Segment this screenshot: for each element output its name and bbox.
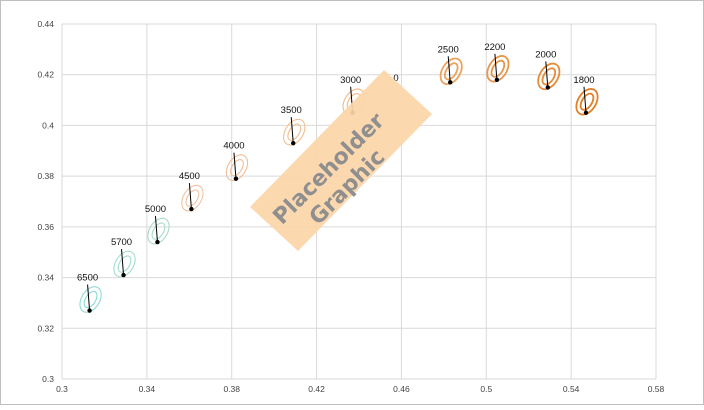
ellipse-outer [181, 184, 204, 212]
data-point-marker [121, 272, 126, 278]
data-point-4500: 4500 [179, 171, 204, 212]
placeholder-graphic: Placeholder Graphic [250, 70, 432, 251]
ellipse-outer [225, 154, 249, 182]
data-point-5700: 5700 [111, 237, 136, 278]
data-point-marker [189, 206, 194, 212]
ellipse-inner [83, 290, 98, 309]
ellipse-inner [490, 59, 506, 78]
data-label: 4500 [179, 171, 200, 182]
data-label: 2500 [438, 44, 459, 55]
y-tick-label: 0.34 [37, 273, 54, 283]
y-tick-label: 0.4 [42, 120, 54, 130]
ellipse-outer [439, 57, 463, 86]
x-tick-label: 0.3 [56, 384, 68, 394]
y-tick-label: 0.42 [37, 70, 54, 80]
leader-line [154, 216, 158, 243]
leader-line [494, 53, 498, 80]
ellipse-outer [113, 250, 136, 278]
data-point-1800: 1800 [573, 75, 599, 116]
data-label: 4000 [223, 141, 244, 152]
leader-line [545, 61, 549, 88]
placeholder-band [250, 70, 432, 251]
leader-line [290, 117, 294, 144]
x-tick-label: 0.34 [139, 384, 156, 394]
data-point-4000: 4000 [223, 141, 249, 182]
data-point-6500: 6500 [77, 273, 102, 313]
leader-line [583, 86, 587, 113]
data-point-marker [155, 239, 160, 245]
data-point-2200: 2200 [484, 42, 510, 83]
data-point-marker [545, 85, 551, 90]
ellipse-inner [185, 189, 200, 207]
ellipse-outer [575, 88, 599, 116]
ellipse-outer [537, 62, 561, 91]
data-point-marker [233, 176, 239, 181]
data-label: 6500 [77, 273, 98, 284]
ellipse-inner [443, 62, 459, 81]
data-point-2500: 2500 [438, 44, 463, 86]
data-point-marker [448, 80, 453, 85]
data-point-marker [87, 308, 92, 313]
ellipse-outer [486, 55, 510, 83]
x-tick-label: 0.38 [223, 384, 240, 394]
y-tick-label: 0.38 [37, 171, 54, 181]
x-tick-label: 0.54 [563, 384, 580, 394]
leader-line [447, 56, 451, 83]
data-label: 3000 [340, 75, 361, 86]
axis-ticks: 0.3 0.34 0.38 0.42 0.46 0.5 0.54 0.58 0.3 0.32 0.3… [37, 19, 664, 394]
x-tick-label: 0.58 [648, 384, 665, 394]
data-point-marker [583, 110, 589, 115]
x-tick-label: 0.5 [480, 384, 492, 394]
y-tick-label: 0.36 [37, 222, 54, 232]
leader-line [233, 152, 237, 179]
y-tick-label: 0.44 [37, 19, 54, 29]
data-label: 5000 [145, 204, 166, 215]
data-point-2000: 2000 [535, 49, 561, 91]
leader-line [121, 248, 125, 276]
x-tick-label: 0.42 [308, 384, 325, 394]
leader-line [87, 284, 91, 311]
data-point-3500: 3500 [281, 105, 306, 146]
ellipse-inner [117, 255, 132, 273]
ellipse-inner [151, 222, 166, 240]
ellipse-outer [147, 217, 170, 245]
ellipse-inner [541, 67, 557, 86]
x-tick-label: 0.46 [393, 384, 410, 394]
y-tick-label: 0.32 [37, 323, 54, 333]
data-point-marker [291, 140, 296, 146]
partial-data-label: 0 [393, 73, 398, 84]
ellipse-outer [283, 118, 306, 146]
ellipse-inner [230, 159, 244, 177]
data-point-5000: 5000 [145, 204, 170, 245]
ellipse-outer [79, 286, 102, 313]
data-label: 1800 [573, 75, 594, 86]
data-label: 2000 [535, 49, 556, 60]
leader-line [188, 183, 192, 210]
data-point-marker [494, 77, 500, 82]
data-marks: 6500 5700 5000 4500 4000 3500 3000 2500 2200 2000… [77, 42, 599, 313]
ellipse-inner [287, 123, 302, 141]
data-label: 5700 [111, 237, 132, 248]
ellipse-inner [579, 92, 595, 111]
data-label: 3500 [281, 105, 302, 116]
y-tick-label: 0.3 [42, 374, 54, 384]
data-label: 2200 [484, 42, 505, 53]
